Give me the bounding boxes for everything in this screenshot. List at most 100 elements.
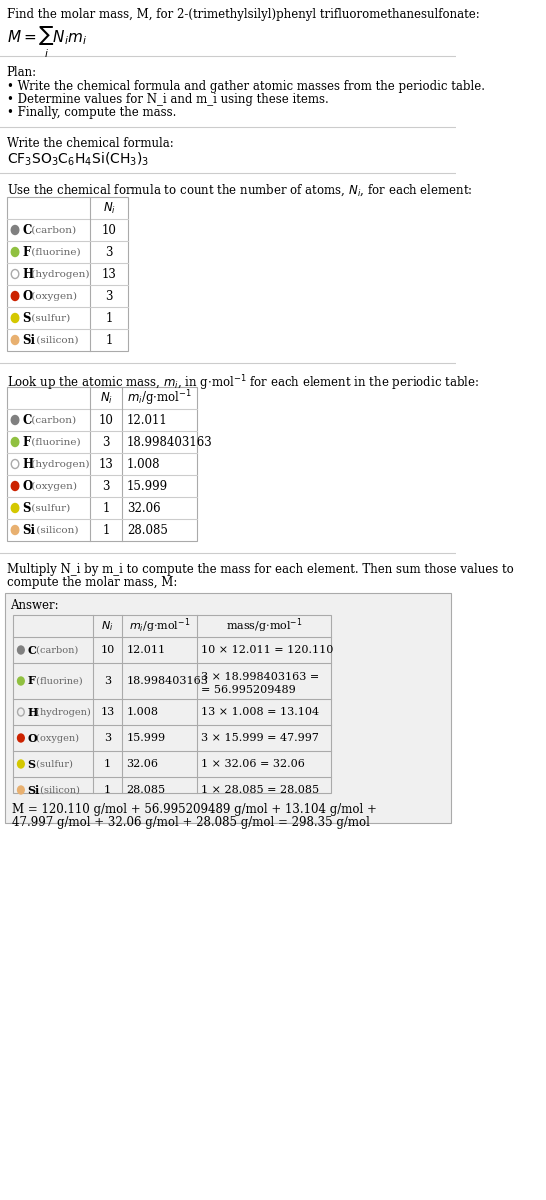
Circle shape — [11, 504, 19, 512]
Text: 32.06: 32.06 — [126, 758, 158, 769]
Text: O: O — [22, 480, 33, 492]
Text: (hydrogen): (hydrogen) — [28, 270, 90, 278]
Text: 12.011: 12.011 — [126, 646, 165, 655]
Text: 13: 13 — [99, 457, 114, 470]
Text: 15.999: 15.999 — [127, 480, 168, 492]
Text: (oxygen): (oxygen) — [28, 292, 78, 300]
Text: O: O — [22, 289, 33, 302]
Text: (sulfur): (sulfur) — [28, 504, 70, 512]
Text: F: F — [22, 246, 31, 258]
Text: • Write the chemical formula and gather atomic masses from the periodic table.: • Write the chemical formula and gather … — [7, 80, 485, 92]
Text: (silicon): (silicon) — [33, 526, 78, 534]
Text: Si: Si — [27, 785, 40, 796]
Text: 1: 1 — [104, 785, 111, 794]
Text: (fluorine): (fluorine) — [33, 677, 82, 685]
Text: 1: 1 — [104, 758, 111, 769]
Circle shape — [11, 415, 19, 425]
Circle shape — [11, 438, 19, 446]
Circle shape — [17, 734, 24, 742]
Text: 13: 13 — [100, 707, 115, 716]
Text: O: O — [27, 732, 37, 744]
Text: (fluorine): (fluorine) — [28, 438, 81, 446]
Text: Use the chemical formula to count the number of atoms, $N_i$, for each element:: Use the chemical formula to count the nu… — [7, 182, 472, 198]
Text: M = 120.110 g/mol + 56.995209489 g/mol + 13.104 g/mol +: M = 120.110 g/mol + 56.995209489 g/mol +… — [11, 803, 377, 816]
Text: (hydrogen): (hydrogen) — [28, 460, 90, 468]
Text: C: C — [27, 644, 37, 655]
Text: 13: 13 — [102, 268, 116, 281]
Text: C: C — [22, 414, 32, 426]
Text: 15.999: 15.999 — [126, 733, 165, 743]
Text: 1.008: 1.008 — [126, 707, 158, 716]
Text: F: F — [27, 676, 35, 686]
Text: 1: 1 — [105, 334, 112, 347]
Text: 12.011: 12.011 — [127, 414, 168, 426]
Text: Look up the atomic mass, $m_i$, in g$\cdot$mol$^{-1}$ for each element in the pe: Look up the atomic mass, $m_i$, in g$\cd… — [7, 373, 479, 392]
Text: (silicon): (silicon) — [37, 786, 80, 794]
Text: (carbon): (carbon) — [33, 646, 78, 654]
Text: 1: 1 — [105, 312, 112, 324]
Text: $\mathrm{CF_3SO_3C_6H_4Si(CH_3)_3}$: $\mathrm{CF_3SO_3C_6H_4Si(CH_3)_3}$ — [7, 151, 149, 168]
Text: F: F — [22, 436, 31, 449]
Text: S: S — [22, 502, 31, 515]
Text: (silicon): (silicon) — [33, 336, 78, 344]
Text: Si: Si — [22, 523, 35, 536]
Circle shape — [11, 336, 19, 344]
Text: • Finally, compute the mass.: • Finally, compute the mass. — [7, 106, 176, 119]
Bar — [13, 614, 331, 793]
Text: (fluorine): (fluorine) — [28, 247, 81, 257]
Text: H: H — [22, 268, 34, 281]
Text: • Determine values for N_i and m_i using these items.: • Determine values for N_i and m_i using… — [7, 92, 329, 106]
Text: Plan:: Plan: — [7, 66, 37, 79]
Text: (oxygen): (oxygen) — [33, 733, 79, 743]
Bar — [7, 197, 128, 350]
Text: 28.085: 28.085 — [127, 523, 168, 536]
Text: compute the molar mass, M:: compute the molar mass, M: — [7, 576, 177, 589]
Bar — [5, 593, 451, 823]
Circle shape — [11, 526, 19, 534]
Text: (sulfur): (sulfur) — [33, 760, 73, 768]
Text: 10: 10 — [100, 646, 115, 655]
Text: $m_i$/g$\cdot$mol$^{-1}$: $m_i$/g$\cdot$mol$^{-1}$ — [129, 617, 190, 635]
Circle shape — [17, 677, 24, 685]
Text: 10 × 12.011 = 120.110: 10 × 12.011 = 120.110 — [201, 646, 334, 655]
Text: 1.008: 1.008 — [127, 457, 161, 470]
Circle shape — [11, 292, 19, 300]
Circle shape — [11, 247, 19, 257]
Circle shape — [17, 646, 24, 654]
Text: = 56.995209489: = 56.995209489 — [201, 685, 296, 695]
Text: (sulfur): (sulfur) — [28, 313, 70, 323]
Text: 3 × 18.998403163 =: 3 × 18.998403163 = — [201, 672, 319, 682]
Text: mass/g$\cdot$mol$^{-1}$: mass/g$\cdot$mol$^{-1}$ — [225, 617, 302, 635]
Text: 47.997 g/mol + 32.06 g/mol + 28.085 g/mol = 298.35 g/mol: 47.997 g/mol + 32.06 g/mol + 28.085 g/mo… — [11, 816, 370, 829]
Text: 32.06: 32.06 — [127, 502, 161, 515]
Text: S: S — [27, 758, 35, 769]
Text: H: H — [27, 707, 38, 718]
Text: 3: 3 — [102, 480, 110, 492]
Text: 1: 1 — [103, 502, 110, 515]
Text: Multiply N_i by m_i to compute the mass for each element. Then sum those values : Multiply N_i by m_i to compute the mass … — [7, 563, 513, 576]
Circle shape — [11, 226, 19, 234]
Text: S: S — [22, 312, 31, 324]
Text: $N_i$: $N_i$ — [103, 200, 116, 216]
Text: (hydrogen): (hydrogen) — [33, 708, 90, 716]
Circle shape — [17, 786, 24, 794]
Text: 18.998403163: 18.998403163 — [127, 436, 213, 449]
Text: H: H — [22, 457, 34, 470]
Text: 10: 10 — [102, 223, 116, 236]
Circle shape — [11, 481, 19, 491]
Text: $N_i$: $N_i$ — [101, 619, 114, 632]
Text: Si: Si — [22, 334, 35, 347]
Text: 13 × 1.008 = 13.104: 13 × 1.008 = 13.104 — [201, 707, 319, 716]
Text: Find the molar mass, M, for 2-(trimethylsilyl)phenyl trifluoromethanesulfonate:: Find the molar mass, M, for 2-(trimethyl… — [7, 8, 479, 20]
Text: $M = \sum_i N_i m_i$: $M = \sum_i N_i m_i$ — [7, 26, 87, 60]
Text: Write the chemical formula:: Write the chemical formula: — [7, 137, 174, 150]
Text: Answer:: Answer: — [10, 599, 58, 612]
Text: (carbon): (carbon) — [28, 415, 76, 425]
Text: C: C — [22, 223, 32, 236]
Circle shape — [11, 313, 19, 323]
Text: 18.998403163: 18.998403163 — [126, 676, 208, 686]
Text: $N_i$: $N_i$ — [99, 390, 112, 406]
Text: $m_i$/g$\cdot$mol$^{-1}$: $m_i$/g$\cdot$mol$^{-1}$ — [127, 389, 192, 408]
Text: (carbon): (carbon) — [28, 226, 76, 234]
Text: (oxygen): (oxygen) — [28, 481, 78, 491]
